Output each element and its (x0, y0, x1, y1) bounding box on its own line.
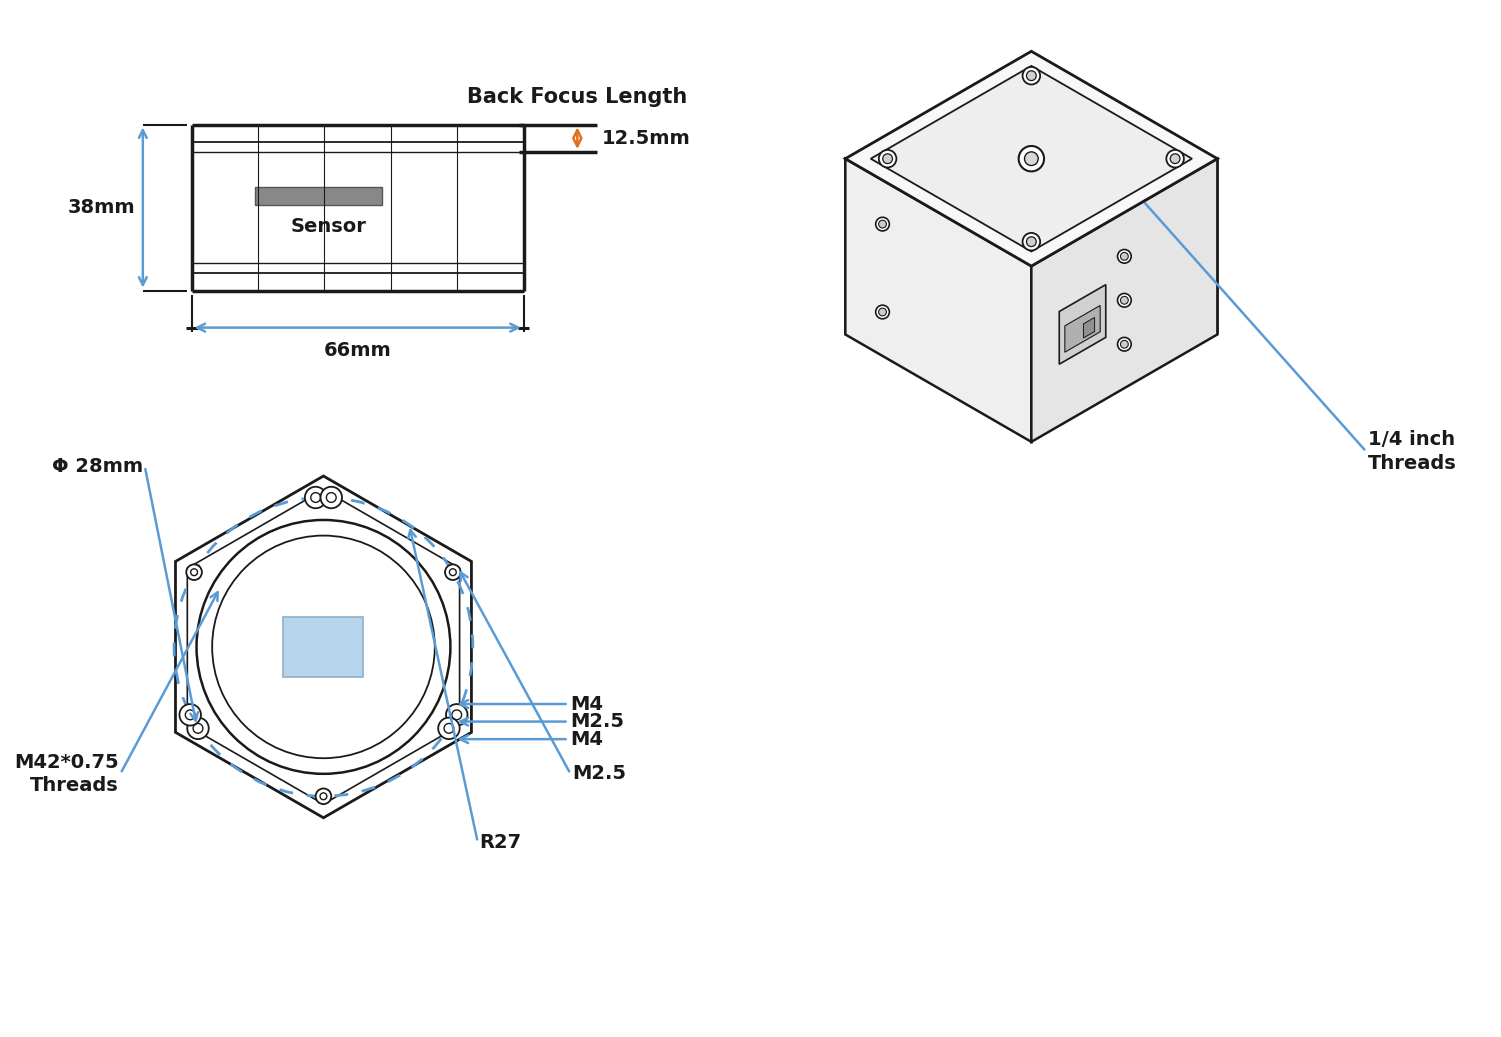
Text: 1/4 inch
Threads: 1/4 inch Threads (1369, 430, 1457, 473)
Circle shape (878, 220, 887, 228)
Circle shape (1166, 150, 1184, 168)
Circle shape (1120, 252, 1129, 260)
Circle shape (444, 724, 453, 733)
Text: M4: M4 (570, 730, 603, 749)
Circle shape (321, 486, 342, 508)
Text: Φ 28mm: Φ 28mm (51, 456, 143, 476)
Circle shape (452, 710, 462, 720)
Circle shape (212, 535, 435, 758)
Circle shape (191, 568, 198, 576)
Text: 12.5mm: 12.5mm (602, 129, 690, 147)
Circle shape (194, 724, 203, 733)
Polygon shape (1060, 284, 1106, 364)
Circle shape (1118, 337, 1132, 352)
Circle shape (444, 564, 461, 580)
Text: Sensor: Sensor (290, 218, 366, 236)
Circle shape (1027, 71, 1036, 81)
Text: M42*0.75
Threads: M42*0.75 Threads (14, 753, 119, 795)
Circle shape (1120, 297, 1129, 304)
Circle shape (1027, 236, 1036, 247)
Circle shape (875, 305, 890, 318)
Circle shape (197, 520, 450, 774)
Polygon shape (845, 51, 1217, 267)
Polygon shape (1031, 51, 1217, 335)
Circle shape (883, 153, 893, 164)
Circle shape (1171, 153, 1180, 164)
Polygon shape (1031, 159, 1217, 442)
Circle shape (326, 493, 336, 502)
Polygon shape (1084, 317, 1094, 338)
Circle shape (186, 564, 203, 580)
Circle shape (1118, 250, 1132, 263)
Polygon shape (255, 187, 383, 204)
Text: M2.5: M2.5 (570, 712, 624, 731)
Circle shape (188, 718, 209, 739)
Polygon shape (284, 617, 363, 677)
Text: 38mm: 38mm (68, 198, 135, 217)
Polygon shape (845, 51, 1031, 335)
Text: Back Focus Length: Back Focus Length (467, 87, 687, 107)
Circle shape (438, 718, 459, 739)
Circle shape (1118, 293, 1132, 307)
Polygon shape (845, 159, 1031, 442)
Polygon shape (871, 66, 1192, 251)
Circle shape (1120, 340, 1129, 348)
Circle shape (320, 793, 327, 800)
Circle shape (449, 568, 456, 576)
Circle shape (180, 704, 201, 726)
Circle shape (311, 493, 321, 502)
Circle shape (315, 788, 332, 804)
Circle shape (185, 710, 195, 720)
Circle shape (878, 150, 896, 168)
Circle shape (1025, 151, 1039, 166)
Circle shape (1022, 67, 1040, 84)
Circle shape (878, 308, 887, 316)
Circle shape (446, 704, 467, 726)
Polygon shape (1064, 306, 1100, 353)
Text: R27: R27 (480, 833, 522, 851)
Polygon shape (176, 476, 471, 818)
Circle shape (305, 486, 326, 508)
Circle shape (1019, 146, 1045, 171)
Text: 66mm: 66mm (324, 341, 392, 360)
Circle shape (875, 218, 890, 231)
Text: M4: M4 (570, 695, 603, 713)
Text: M2.5: M2.5 (572, 764, 626, 783)
Polygon shape (188, 489, 459, 804)
Circle shape (1022, 233, 1040, 251)
